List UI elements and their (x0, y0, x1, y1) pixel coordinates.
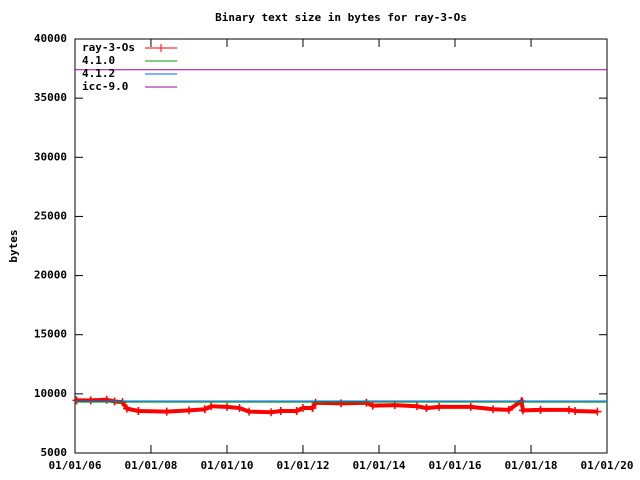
point-marker (292, 407, 301, 416)
legend-label: 4.1.2 (82, 67, 115, 80)
x-tick-label: 01/01/14 (353, 459, 406, 472)
chart-title: Binary text size in bytes for ray-3-Os (215, 11, 467, 24)
point-marker (245, 407, 254, 416)
legend-label: icc-9.0 (82, 80, 128, 93)
point-marker (308, 404, 317, 413)
point-marker (518, 406, 527, 415)
point-marker (267, 408, 276, 417)
x-tick-label: 01/01/06 (49, 459, 102, 472)
point-marker (185, 406, 194, 415)
point-marker (223, 402, 232, 411)
y-tick-label: 30000 (34, 150, 67, 163)
y-tick-label: 40000 (34, 32, 67, 45)
x-tick-label: 01/01/16 (428, 459, 481, 472)
y-axis-label: bytes (7, 229, 20, 262)
point-marker (413, 402, 422, 411)
point-marker (311, 398, 320, 407)
point-marker (489, 405, 498, 414)
legend-label: 4.1.0 (82, 54, 115, 67)
point-marker (86, 396, 95, 405)
plot-border (74, 38, 608, 454)
point-marker (134, 407, 143, 416)
point-marker (200, 405, 209, 414)
point-marker (162, 407, 171, 416)
point-marker (298, 404, 307, 413)
point-marker (536, 405, 545, 414)
x-tick-label: 01/01/10 (201, 459, 254, 472)
point-marker (207, 402, 216, 411)
x-tick-label: 01/01/08 (124, 459, 177, 472)
legend-marker (157, 44, 165, 52)
point-marker (571, 407, 580, 416)
point-marker (72, 396, 81, 405)
y-tick-label: 25000 (34, 209, 67, 222)
x-tick-label: 01/01/18 (505, 459, 558, 472)
point-marker (504, 405, 513, 414)
legend-label: ray-3-Os (82, 41, 135, 54)
point-marker (110, 397, 119, 406)
point-marker (422, 404, 431, 413)
point-marker (466, 402, 475, 411)
y-tick-label: 20000 (34, 269, 67, 282)
point-marker (276, 407, 285, 416)
x-tick-label: 01/01/12 (276, 459, 329, 472)
y-tick-label: 35000 (34, 91, 67, 104)
y-tick-label: 10000 (34, 387, 67, 400)
y-tick-label: 15000 (34, 328, 67, 341)
point-marker (368, 401, 377, 410)
point-marker (235, 404, 244, 413)
point-marker (593, 407, 602, 416)
x-tick-label: 01/01/20 (581, 459, 634, 472)
point-marker (122, 404, 131, 413)
point-marker (565, 405, 574, 414)
point-marker (435, 402, 444, 411)
point-marker (362, 398, 371, 407)
y-tick-label: 5000 (41, 446, 68, 459)
